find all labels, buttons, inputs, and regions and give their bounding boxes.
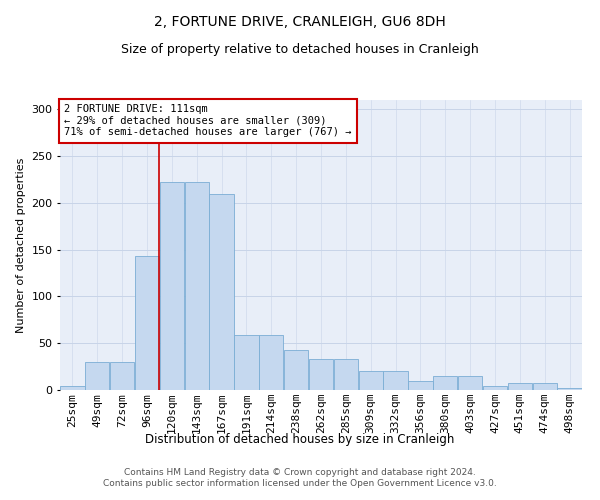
Bar — [284, 350, 308, 390]
Bar — [557, 388, 582, 390]
Bar — [458, 376, 482, 390]
Bar — [160, 182, 184, 390]
Bar — [60, 386, 85, 390]
Bar — [135, 256, 159, 390]
Bar — [508, 382, 532, 390]
Bar — [433, 376, 457, 390]
Bar — [408, 380, 433, 390]
Bar — [234, 335, 259, 390]
Bar — [209, 194, 234, 390]
Text: 2, FORTUNE DRIVE, CRANLEIGH, GU6 8DH: 2, FORTUNE DRIVE, CRANLEIGH, GU6 8DH — [154, 15, 446, 29]
Bar — [185, 182, 209, 390]
Y-axis label: Number of detached properties: Number of detached properties — [16, 158, 26, 332]
Bar — [533, 382, 557, 390]
Text: Size of property relative to detached houses in Cranleigh: Size of property relative to detached ho… — [121, 42, 479, 56]
Bar — [359, 372, 383, 390]
Text: 2 FORTUNE DRIVE: 111sqm
← 29% of detached houses are smaller (309)
71% of semi-d: 2 FORTUNE DRIVE: 111sqm ← 29% of detache… — [64, 104, 352, 138]
Bar — [483, 386, 507, 390]
Text: Contains HM Land Registry data © Crown copyright and database right 2024.
Contai: Contains HM Land Registry data © Crown c… — [103, 468, 497, 487]
Text: Distribution of detached houses by size in Cranleigh: Distribution of detached houses by size … — [145, 432, 455, 446]
Bar — [383, 372, 408, 390]
Bar — [110, 362, 134, 390]
Bar — [334, 359, 358, 390]
Bar — [309, 359, 333, 390]
Bar — [259, 335, 283, 390]
Bar — [85, 362, 109, 390]
